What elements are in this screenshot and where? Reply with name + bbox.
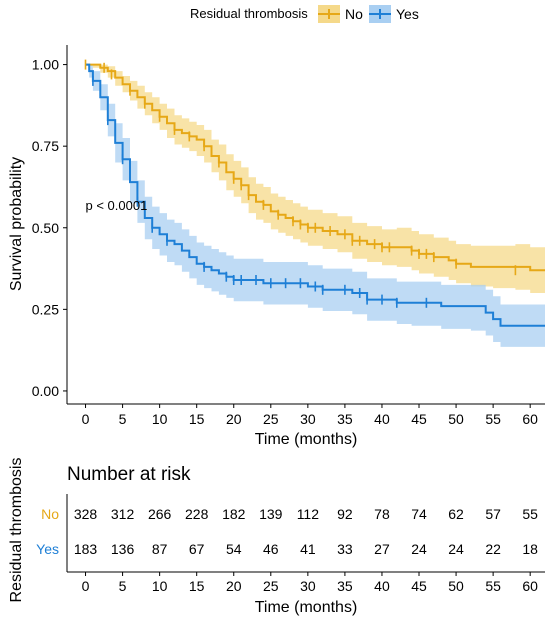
legend-label-yes: Yes [396, 6, 419, 22]
y-tick-label: 0.00 [32, 383, 59, 399]
risk-cell-no: 74 [411, 506, 427, 522]
risk-x-tick-label: 55 [485, 578, 501, 594]
risk-x-tick-label: 10 [152, 578, 168, 594]
risk-cell-yes: 136 [111, 541, 135, 557]
risk-x-tick-label: 30 [300, 578, 316, 594]
legend-title: Residual thrombosis [190, 6, 308, 21]
risk-cell-yes: 24 [411, 541, 427, 557]
risk-x-tick-label: 40 [374, 578, 390, 594]
risk-cell-no: 78 [374, 506, 390, 522]
risk-table: Number at risk Residual thrombosis No Ye… [8, 458, 545, 616]
y-tick-label: 1.00 [32, 57, 59, 73]
risk-x-tick-label: 35 [337, 578, 353, 594]
risk-cell-yes: 41 [300, 541, 316, 557]
legend-item-no: No [318, 5, 363, 23]
risk-cell-yes: 87 [152, 541, 168, 557]
survival-line-yes [85, 63, 545, 327]
ci-band-yes [85, 64, 545, 347]
x-tick-label: 15 [189, 411, 205, 427]
legend-item-yes: Yes [369, 5, 419, 23]
legend-label-no: No [345, 6, 363, 22]
risk-cell-yes: 67 [189, 541, 205, 557]
risk-cell-yes: 46 [263, 541, 279, 557]
y-axis-ticks: 0.00 0.25 0.50 0.75 1.00 [32, 57, 67, 399]
risk-x-tick-label: 25 [263, 578, 279, 594]
x-axis-ticks: 0 5 10 15 20 25 30 35 40 45 50 55 60 [82, 404, 538, 427]
ci-band-no [85, 64, 545, 293]
survival-plot: 0.00 0.25 0.50 0.75 1.00 0 5 10 15 20 25 30 35 40 45 5… [8, 45, 545, 448]
risk-cell-no: 139 [259, 506, 283, 522]
x-tick-label: 35 [337, 411, 353, 427]
p-value-annotation: p < 0.0001 [86, 198, 148, 213]
x-tick-label: 0 [82, 411, 90, 427]
risk-cell-no: 266 [148, 506, 172, 522]
risk-x-tick-label: 45 [411, 578, 427, 594]
x-tick-label: 45 [411, 411, 427, 427]
risk-cell-yes: 54 [226, 541, 242, 557]
risk-cell-no: 55 [522, 506, 538, 522]
risk-cell-yes: 22 [485, 541, 501, 557]
risk-table-y-title: Residual thrombosis [8, 458, 25, 603]
x-tick-label: 30 [300, 411, 316, 427]
risk-x-tick-label: 20 [226, 578, 242, 594]
risk-x-tick-label: 15 [189, 578, 205, 594]
y-tick-label: 0.25 [32, 301, 59, 317]
risk-x-tick-label: 60 [522, 578, 538, 594]
confidence-bands [85, 64, 545, 347]
risk-cell-yes: 18 [522, 541, 538, 557]
y-tick-label: 0.75 [32, 138, 59, 154]
risk-table-title: Number at risk [67, 464, 191, 485]
risk-x-tick-label: 50 [448, 578, 464, 594]
x-tick-label: 20 [226, 411, 242, 427]
risk-table-cells: 328 312 266 228 182 139 112 92 78 74 62 57 55 183 136 8… [74, 506, 538, 557]
risk-cell-no: 62 [448, 506, 464, 522]
risk-cell-no: 328 [74, 506, 98, 522]
risk-cell-no: 92 [337, 506, 353, 522]
x-tick-label: 40 [374, 411, 390, 427]
x-tick-label: 10 [152, 411, 168, 427]
risk-table-x-title: Time (months) [255, 599, 358, 616]
risk-cell-yes: 27 [374, 541, 390, 557]
x-tick-label: 55 [485, 411, 501, 427]
x-tick-label: 25 [263, 411, 279, 427]
risk-cell-no: 57 [485, 506, 501, 522]
risk-table-x-ticks: 0 5 10 15 20 25 30 35 40 45 50 55 60 [82, 572, 538, 594]
risk-cell-yes: 183 [74, 541, 98, 557]
x-axis-title: Time (months) [255, 431, 358, 448]
y-tick-label: 0.50 [32, 220, 59, 236]
censor-marks [84, 59, 517, 308]
risk-row-label-yes: Yes [36, 541, 59, 557]
risk-row-label-no: No [41, 506, 59, 522]
risk-cell-no: 112 [297, 506, 320, 522]
risk-cell-no: 228 [185, 506, 209, 522]
risk-x-tick-label: 0 [82, 578, 90, 594]
x-tick-label: 50 [448, 411, 464, 427]
risk-x-tick-label: 5 [119, 578, 127, 594]
risk-cell-yes: 24 [448, 541, 464, 557]
legend: Residual thrombosis No Yes [190, 5, 419, 23]
x-tick-label: 60 [522, 411, 538, 427]
risk-cell-yes: 33 [337, 541, 353, 557]
y-axis-title: Survival probability [8, 157, 25, 291]
risk-cell-no: 182 [222, 506, 246, 522]
x-tick-label: 5 [119, 411, 127, 427]
risk-cell-no: 312 [111, 506, 135, 522]
